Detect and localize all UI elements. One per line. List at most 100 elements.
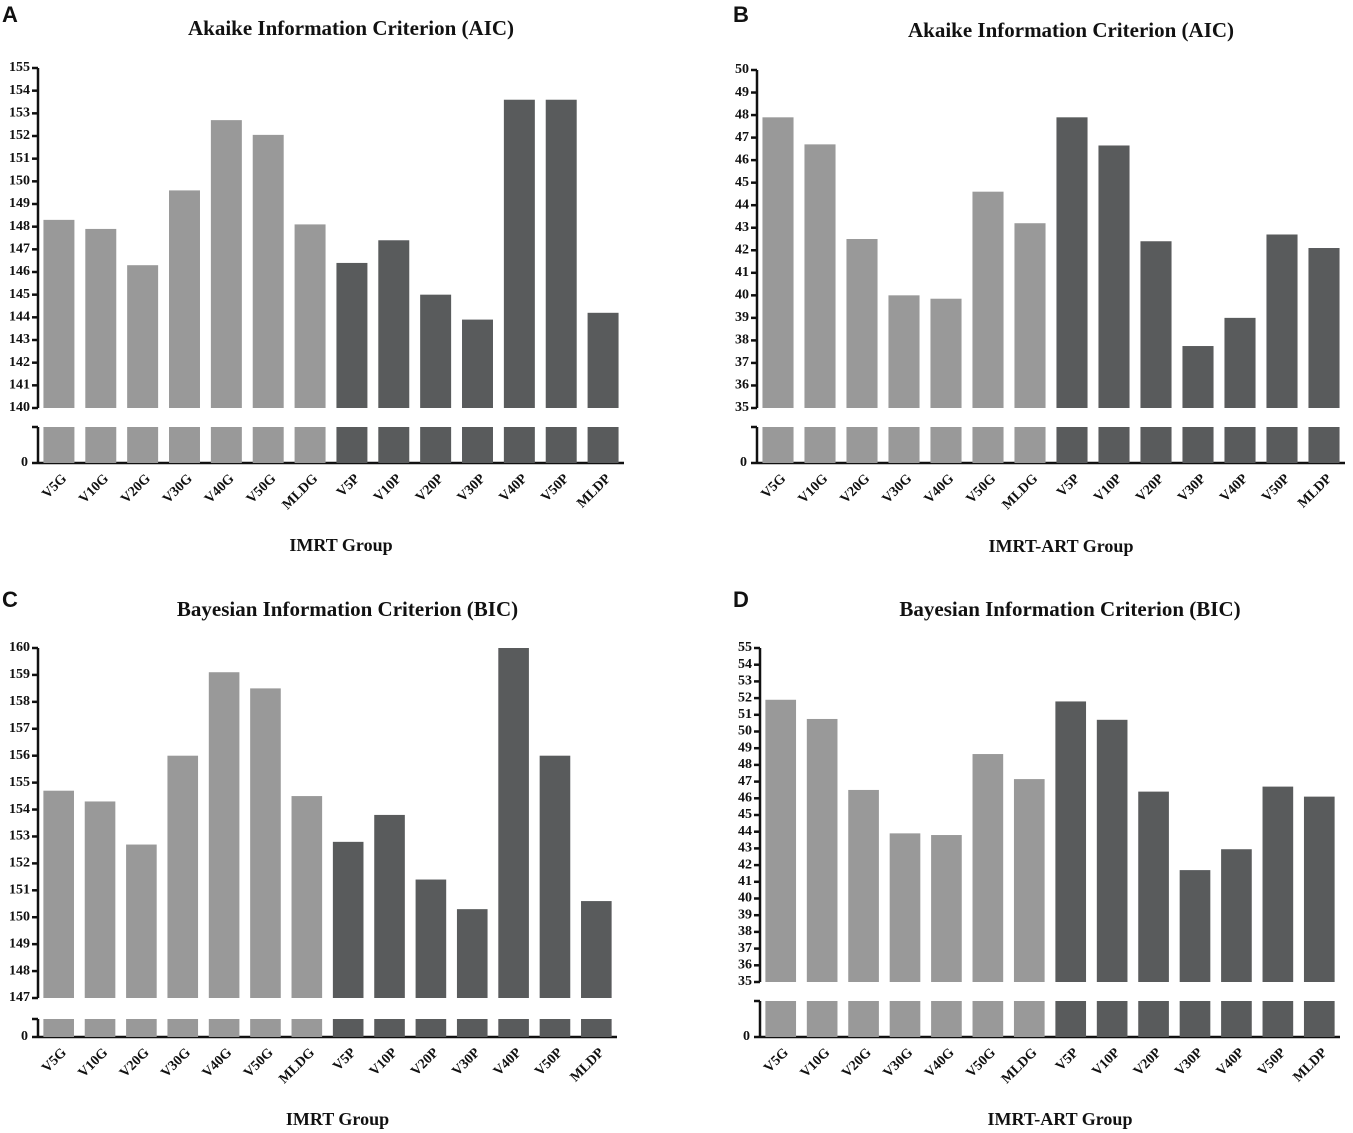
bar-base [889,1001,921,1037]
y-tick-label: 152 [9,856,30,871]
x-tick-label: V30P [455,471,489,505]
bar-base [378,427,410,463]
y-tick-label: 48 [738,757,752,772]
x-tick-label: V5G [39,1045,69,1075]
bar-base [462,427,493,463]
y-tick-label: 42 [735,242,749,257]
bar-base [43,427,75,463]
bar-base [1221,1001,1252,1037]
bar [1303,796,1335,982]
y-tick-label: 37 [735,355,749,370]
bar-base [498,1019,529,1037]
y-tick-label: 45 [735,175,749,190]
bar-base [846,427,878,463]
x-axis-label: IMRT-ART Group [989,536,1134,556]
bar [1266,234,1298,408]
bar-base [169,427,200,463]
x-tick-label: MLDG [1000,471,1041,512]
bar [889,833,921,982]
y-tick-label: 38 [738,924,752,939]
bar [1308,248,1340,408]
x-tick-label: V40G [922,471,957,506]
bar [930,298,962,408]
bar [208,672,240,998]
x-tick-label: V5P [331,1045,360,1074]
bar [1140,241,1172,408]
x-tick-label: MLDP [1291,1045,1331,1085]
y-tick-label: 41 [738,874,752,889]
x-tick-label: V20P [413,471,447,505]
bar [415,879,447,998]
x-tick-label: V10G [76,1045,111,1080]
bar [1096,719,1128,982]
bar [294,224,326,408]
x-tick-label: V30G [158,1045,193,1080]
bar-base [972,1001,1004,1037]
x-tick-label: V50P [532,1045,566,1079]
bar-base [374,1019,405,1037]
y-tick-label: 149 [9,936,30,951]
bar-base [1140,427,1172,463]
bar [1056,117,1088,408]
bar-base [1055,1001,1087,1037]
bar [1014,223,1046,408]
x-tick-label: V30G [881,1045,916,1080]
bar [1098,145,1130,408]
bar-base [250,1019,281,1037]
bar [587,312,619,408]
bar [1013,779,1045,982]
bar-base [1056,427,1088,463]
bar-base [291,1019,323,1037]
y-tick-label: 150 [9,174,30,189]
y-tick-label: 0 [21,455,28,470]
y-tick-label: 148 [9,219,30,234]
x-tick-label: V50G [244,471,279,506]
bar [291,796,323,998]
y-tick-label: 49 [738,740,752,755]
x-tick-label: V50G [964,1045,999,1080]
bar-base [848,1001,879,1037]
y-tick-label: 54 [738,657,752,672]
bar-base [1138,1001,1169,1037]
bar-base [336,427,368,463]
bar [336,262,368,408]
bar-base [1013,1001,1045,1037]
x-tick-label: MLDP [574,471,614,511]
y-tick-label: 40 [738,891,752,906]
bar-base [208,1019,240,1037]
x-tick-label: V20G [117,1045,152,1080]
y-tick-label: 44 [738,824,752,839]
x-tick-label: V40P [1214,1045,1248,1079]
bar [1224,317,1256,408]
y-tick-label: 39 [735,310,749,325]
y-tick-label: 155 [9,775,30,790]
y-tick-label: 153 [9,829,30,844]
bar-base [126,1019,157,1037]
bar-base [84,1019,116,1037]
panel-label: B [733,2,749,27]
bar-base [888,427,920,463]
y-tick-label: 39 [738,907,752,922]
x-axis-label: IMRT Group [289,535,392,555]
bar-base [43,1019,74,1037]
x-tick-label: V10P [371,471,405,505]
x-tick-label: V40P [1217,471,1251,505]
bar-base [804,427,836,463]
y-tick-label: 49 [735,85,749,100]
panel-label: D [733,587,749,612]
x-tick-label: V40G [202,471,237,506]
y-tick-label: 160 [9,640,30,655]
y-tick-label: 47 [735,130,749,145]
bar [765,699,797,982]
bar-base [420,427,452,463]
bar [804,144,836,409]
x-tick-label: V20P [408,1045,442,1079]
x-tick-label: V5P [1053,1045,1082,1074]
y-tick-label: 154 [9,802,30,817]
x-tick-label: V50P [539,471,573,505]
y-tick-label: 53 [738,674,752,689]
bar [43,790,74,998]
bar [250,688,281,998]
x-tick-label: V5G [759,471,789,501]
bar-base [210,427,242,463]
